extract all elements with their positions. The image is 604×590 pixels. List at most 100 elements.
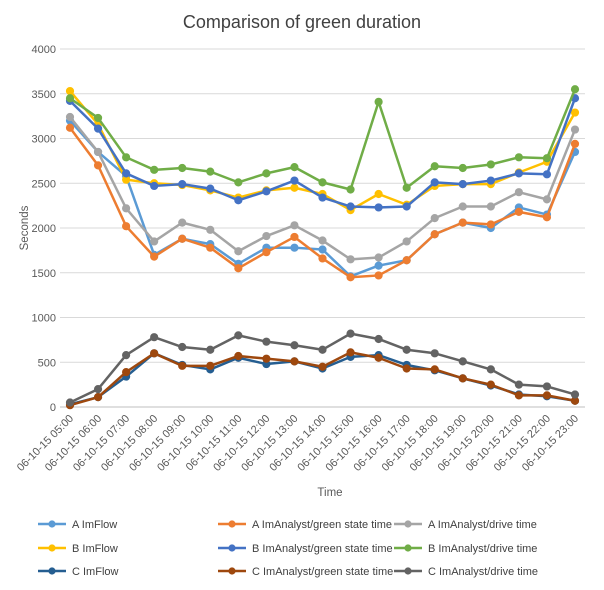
y-axis-ticks: 0 500 1000 1500 2000 2500 3000 3500 4000 <box>32 44 56 414</box>
data-point <box>514 153 523 162</box>
legend-label: B ImFlow <box>72 543 118 555</box>
y-tick-label: 500 <box>38 357 56 369</box>
series-2 <box>65 349 580 409</box>
data-point <box>262 187 271 196</box>
data-point <box>542 213 552 222</box>
legend-swatch-marker <box>404 567 412 575</box>
data-point <box>262 169 271 178</box>
data-point <box>234 331 243 340</box>
y-tick-label: 0 <box>50 402 56 414</box>
data-point <box>346 329 355 338</box>
series-line <box>69 88 577 191</box>
data-point <box>486 365 495 374</box>
series-7 <box>65 85 580 194</box>
legend: A ImFlow B ImFlow C ImFlow A ImAnalyst/gree… <box>38 519 538 578</box>
legend-item: C ImAnalyst/green state time <box>218 566 393 578</box>
legend-item: B ImAnalyst/green state time <box>218 543 393 555</box>
data-point <box>290 357 299 366</box>
data-point <box>234 264 243 273</box>
data-point <box>206 345 215 354</box>
data-point <box>178 361 187 370</box>
y-axis-title: Seconds <box>19 205 31 250</box>
data-point <box>318 362 327 371</box>
data-point <box>374 261 383 270</box>
data-point <box>402 256 411 265</box>
data-point <box>374 189 383 199</box>
data-point <box>430 178 439 187</box>
legend-item: A ImAnalyst/green state time <box>218 519 392 531</box>
data-point <box>262 231 271 241</box>
legend-swatch-marker <box>48 544 56 552</box>
y-tick-label: 3000 <box>32 134 56 146</box>
data-point <box>374 271 383 280</box>
data-point <box>542 170 552 179</box>
y-tick-label: 1000 <box>32 313 56 325</box>
data-point <box>318 254 327 263</box>
data-point <box>65 398 75 407</box>
data-point <box>458 374 467 383</box>
data-point <box>346 348 355 357</box>
data-point <box>290 176 299 185</box>
data-point <box>514 169 523 178</box>
y-tick-label: 4000 <box>32 44 56 56</box>
data-point <box>93 113 103 123</box>
legend-label: C ImAnalyst/drive time <box>428 566 538 578</box>
y-tick-label: 2000 <box>32 223 56 235</box>
data-point <box>234 351 243 361</box>
data-point <box>290 243 299 252</box>
series-6 <box>65 112 580 264</box>
legend-item: B ImFlow <box>38 543 118 555</box>
data-point <box>402 202 411 211</box>
data-point <box>150 333 159 342</box>
data-point <box>290 221 299 230</box>
data-point <box>290 183 299 192</box>
data-point <box>122 367 131 377</box>
y-tick-label: 1500 <box>32 268 56 280</box>
data-point <box>178 218 187 227</box>
data-point <box>430 349 439 358</box>
data-point <box>402 345 411 354</box>
data-point <box>514 207 523 216</box>
legend-label: B ImAnalyst/drive time <box>428 543 537 555</box>
data-point <box>178 342 187 352</box>
legend-label: B ImAnalyst/green state time <box>252 543 393 555</box>
data-point <box>93 393 103 402</box>
data-point <box>430 365 439 374</box>
legend-item: B ImAnalyst/drive time <box>394 543 537 555</box>
legend-swatch-marker <box>48 567 56 575</box>
data-point <box>178 180 187 189</box>
data-point <box>346 255 355 264</box>
data-point <box>262 337 271 346</box>
data-point <box>514 391 523 400</box>
data-point <box>178 234 187 243</box>
data-point <box>374 203 383 212</box>
data-point <box>430 162 439 171</box>
data-point <box>93 124 103 133</box>
data-point <box>430 214 439 223</box>
y-tick-label: 3500 <box>32 89 56 101</box>
data-point <box>150 252 159 261</box>
data-point <box>542 195 552 204</box>
series-4 <box>65 94 580 212</box>
legend-item: C ImFlow <box>38 566 119 578</box>
data-point <box>514 380 523 389</box>
data-point <box>150 165 159 174</box>
data-point <box>570 390 580 399</box>
legend-swatch-marker <box>404 520 412 528</box>
data-point <box>346 202 355 211</box>
data-point <box>486 380 495 389</box>
data-point <box>93 161 103 170</box>
legend-item: A ImFlow <box>38 519 117 531</box>
data-point <box>374 334 383 344</box>
data-point <box>206 184 215 193</box>
data-point <box>430 230 439 239</box>
data-point <box>486 160 495 169</box>
data-point <box>318 236 327 245</box>
data-point <box>458 218 467 227</box>
data-point <box>122 222 131 231</box>
data-point <box>122 350 131 360</box>
data-point <box>542 391 552 400</box>
